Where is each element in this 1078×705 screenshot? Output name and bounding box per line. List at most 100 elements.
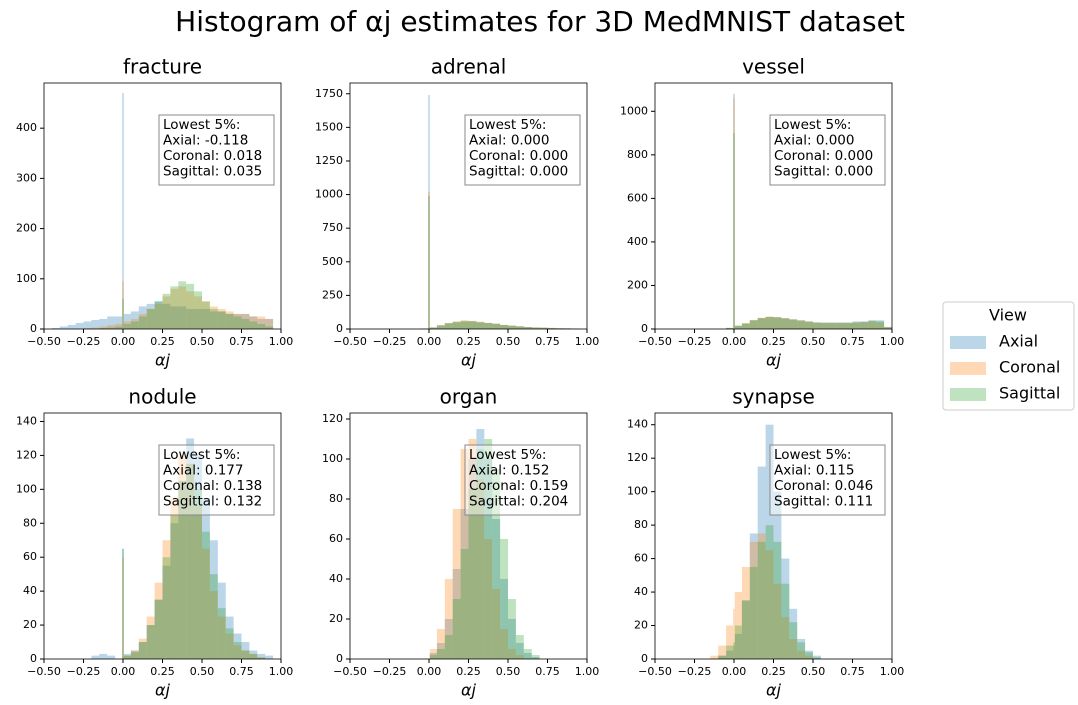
hist-bar <box>468 439 477 659</box>
hist-bar <box>107 655 116 659</box>
hist-bar <box>805 321 813 329</box>
hist-bar <box>868 320 877 329</box>
hist-bar <box>749 541 758 659</box>
hist-bar <box>436 324 445 329</box>
annotation-text: Coronal: 0.159 <box>469 478 568 494</box>
hist-bar <box>741 600 750 659</box>
hist-bar <box>452 321 461 329</box>
y-tick-label: 100 <box>16 482 37 495</box>
y-tick-label: 0 <box>336 652 343 665</box>
hist-bar <box>515 326 524 329</box>
hist-bar <box>265 318 274 329</box>
hist-bar <box>741 323 750 329</box>
subplot-title: organ <box>440 385 498 409</box>
hist-bar <box>241 313 250 329</box>
hist-bar <box>122 548 124 659</box>
hist-bar <box>115 323 123 329</box>
y-tick-label: 400 <box>16 121 37 134</box>
hist-bar <box>733 133 735 329</box>
y-tick-label: 800 <box>627 148 648 161</box>
hist-bar <box>178 480 187 659</box>
hist-bar <box>241 313 250 329</box>
hist-bar <box>138 316 147 329</box>
hist-bar <box>476 322 485 329</box>
hist-bar <box>805 655 813 659</box>
hist-bar <box>170 286 179 329</box>
hist-bar <box>202 301 210 329</box>
annotation-text: Sagittal: 0.111 <box>774 494 873 510</box>
x-tick-label: −0.25 <box>67 335 101 348</box>
subplot: adrenal −0.50 −0.25 0.00 0.25 0.50 0.75 1.00 0 25… <box>315 55 599 370</box>
hist-bar <box>531 327 540 329</box>
x-tick-label: 0.75 <box>840 335 865 348</box>
hist-bar <box>257 657 266 659</box>
annotation-text: Coronal: 0.138 <box>163 478 262 494</box>
hist-bar <box>828 322 837 329</box>
hist-bar <box>523 326 532 329</box>
annotation-text: Axial: 0.000 <box>469 133 550 149</box>
hist-bar <box>555 328 564 329</box>
y-tick-label: 60 <box>23 550 37 563</box>
hist-bar <box>726 650 734 659</box>
hist-bar <box>257 653 266 659</box>
y-tick-label: 1500 <box>315 120 343 133</box>
hist-bar <box>225 633 234 659</box>
hist-bar <box>209 311 218 329</box>
hist-bar <box>884 327 892 329</box>
hist-bar <box>710 655 719 659</box>
hist-bar <box>233 313 242 329</box>
hist-bar <box>194 489 202 659</box>
hist-bar <box>107 324 116 329</box>
hist-bar <box>797 320 806 329</box>
hist-bar <box>539 327 548 329</box>
subplot: organ −0.50 −0.25 0.00 0.25 0.50 0.75 1.00 0 20 40… <box>322 385 599 700</box>
y-tick-label: 120 <box>627 451 648 464</box>
hist-bar <box>123 653 131 659</box>
hist-bar <box>734 325 742 329</box>
legend-label: Coronal <box>999 358 1060 377</box>
hist-bar <box>492 323 501 329</box>
hist-bar <box>428 195 430 329</box>
hist-bar <box>813 655 821 659</box>
hist-bar <box>154 582 163 659</box>
annotation-text: Coronal: 0.018 <box>163 148 262 164</box>
hist-bar <box>123 655 131 659</box>
hist-bar <box>726 327 734 329</box>
annotation-text: Lowest 5%: <box>774 117 851 133</box>
hist-bar <box>734 325 742 329</box>
x-axis-label: αj <box>766 681 782 700</box>
hist-bar <box>83 321 92 329</box>
hist-bar <box>429 649 437 659</box>
hist-bar <box>154 301 163 329</box>
hist-bar <box>741 323 750 329</box>
hist-bar <box>241 650 250 659</box>
hist-bar <box>209 306 218 329</box>
x-tick-label: −0.50 <box>333 335 367 348</box>
figure-title: Histogram of αj estimates for 3D MedMNIS… <box>175 5 905 38</box>
y-tick-label: 750 <box>322 221 343 234</box>
hist-bar <box>225 313 234 329</box>
hist-bar <box>436 629 445 659</box>
hist-bar <box>249 316 258 329</box>
hist-bar <box>209 540 218 659</box>
hist-bar <box>547 327 556 329</box>
hist-bar <box>805 321 813 329</box>
hist-bar <box>733 645 735 659</box>
subplot: fracture −0.50 −0.25 0.00 0.25 0.50 0.75 1.00 0 1… <box>16 55 293 370</box>
y-tick-label: 80 <box>329 492 343 505</box>
subplot-title: synapse <box>732 385 815 409</box>
x-tick-label: −0.50 <box>333 665 367 678</box>
hist-bar <box>241 318 250 329</box>
hist-bar <box>428 191 430 329</box>
hist-bar <box>789 319 798 329</box>
hist-bar <box>130 652 139 659</box>
y-tick-label: 60 <box>329 532 343 545</box>
hist-bar <box>749 566 758 659</box>
x-tick-label: −0.25 <box>678 335 712 348</box>
y-tick-label: 200 <box>627 278 648 291</box>
hist-bar <box>257 316 266 329</box>
hist-bar <box>122 298 124 329</box>
hist-bar <box>460 509 469 659</box>
y-tick-label: 0 <box>641 652 648 665</box>
